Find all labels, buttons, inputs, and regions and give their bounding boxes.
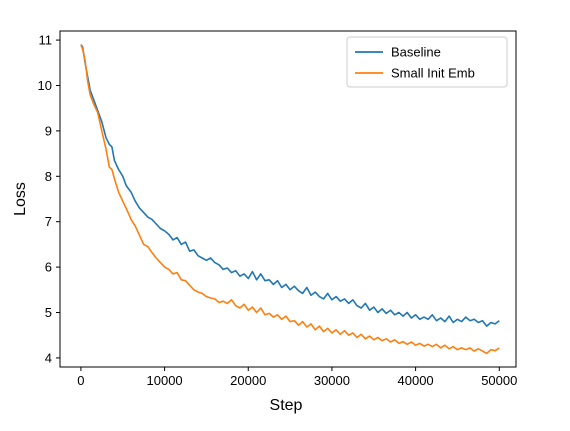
x-axis-ticks: 0 10000 20000 30000 40000 50000 <box>77 367 517 388</box>
x-tick-label: 30000 <box>314 373 350 388</box>
x-tick-label: 0 <box>77 373 84 388</box>
y-tick-label: 6 <box>45 260 52 275</box>
legend: Baseline Small Init Emb <box>346 36 508 88</box>
x-tick-label: 20000 <box>230 373 266 388</box>
series-line-2 <box>80 44 500 355</box>
y-axis-label: Loss <box>12 182 29 216</box>
x-tick-label: 10000 <box>147 373 183 388</box>
y-tick-label: 11 <box>39 33 53 48</box>
x-tick-label: 50000 <box>481 373 517 388</box>
plot-frame <box>59 30 517 368</box>
y-axis-ticks: 4 5 6 7 8 9 10 11 <box>38 33 60 365</box>
y-tick-label: 5 <box>45 305 52 320</box>
y-tick-label: 4 <box>45 350 52 365</box>
y-tick-label: 7 <box>45 214 52 229</box>
series-line-1 <box>80 44 500 327</box>
y-tick-label: 10 <box>38 78 52 93</box>
legend-box <box>346 36 508 88</box>
plot-series <box>80 44 500 355</box>
legend-label-2: Small Init Emb <box>391 66 475 81</box>
y-tick-label: 9 <box>45 123 52 138</box>
legend-label-1: Baseline <box>391 45 441 60</box>
y-tick-label: 8 <box>45 169 52 184</box>
x-axis-label: Step <box>270 397 303 414</box>
x-tick-label: 40000 <box>398 373 434 388</box>
